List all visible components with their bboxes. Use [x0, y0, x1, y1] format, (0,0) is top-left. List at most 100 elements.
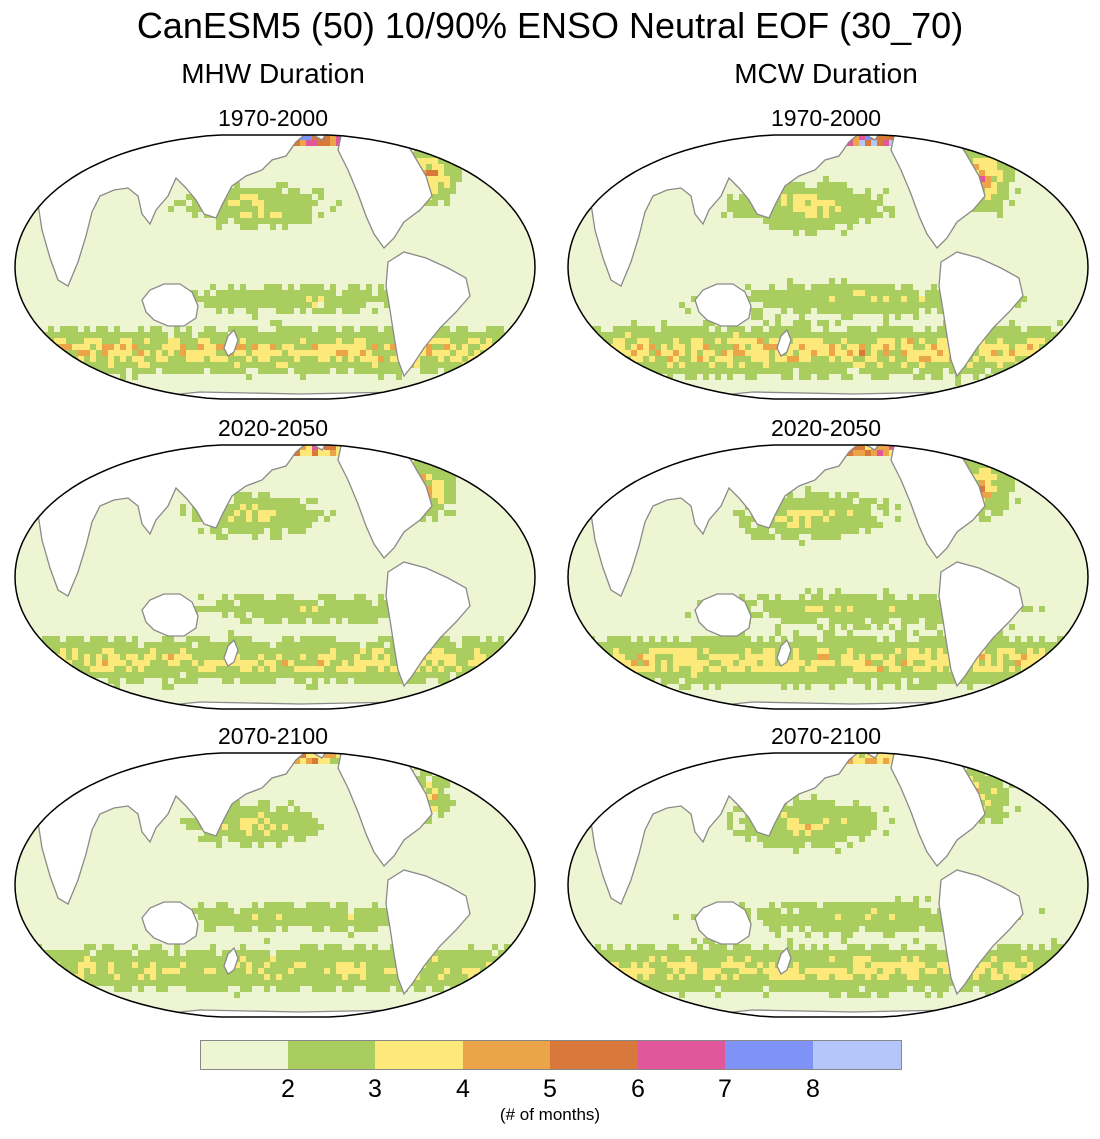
data-cell [318, 284, 324, 290]
data-cell [342, 438, 348, 444]
data-cell [769, 350, 775, 356]
data-cell [174, 344, 180, 350]
data-cell [835, 296, 841, 302]
data-cell [426, 450, 432, 456]
data-cell [540, 432, 546, 438]
data-cell [120, 450, 126, 456]
data-cell [583, 350, 589, 356]
data-cell [372, 344, 378, 350]
data-cell [853, 510, 859, 516]
data-cell [546, 362, 552, 368]
data-cell [775, 368, 781, 374]
data-cell [709, 356, 715, 362]
data-cell [132, 672, 138, 678]
data-cell [871, 498, 877, 504]
data-cell [282, 206, 288, 212]
data-cell [865, 128, 871, 134]
data-cell [306, 332, 312, 338]
data-cell [60, 642, 66, 648]
data-cell [252, 290, 258, 296]
data-cell [859, 284, 865, 290]
data-cell [294, 344, 300, 350]
data-cell [583, 445, 589, 450]
data-cell [835, 356, 841, 362]
data-cell [360, 612, 366, 618]
data-cell [769, 218, 775, 224]
data-cell [378, 654, 384, 660]
data-cell [48, 660, 54, 666]
data-cell [937, 135, 943, 140]
data-cell [294, 212, 300, 218]
data-cell [937, 128, 943, 134]
data-cell [228, 606, 234, 612]
data-cell [516, 122, 522, 128]
data-cell [48, 356, 54, 362]
data-cell [799, 344, 805, 350]
data-cell [438, 636, 444, 642]
data-cell [462, 128, 468, 134]
data-cell [252, 498, 258, 504]
data-cell [456, 326, 462, 332]
data-cell [568, 450, 571, 456]
data-cell [1021, 445, 1027, 450]
data-cell [264, 206, 270, 212]
data-cell [258, 128, 264, 134]
data-cell [24, 672, 30, 678]
data-cell [553, 326, 559, 332]
data-cell [871, 284, 877, 290]
data-cell [252, 612, 258, 618]
data-cell [901, 290, 907, 296]
data-cell [132, 648, 138, 654]
data-cell [829, 188, 835, 194]
data-cell [186, 356, 192, 362]
data-cell [270, 122, 276, 128]
land-shape [223, 328, 239, 357]
data-cell [282, 302, 288, 308]
data-cell [264, 648, 270, 654]
data-cell [943, 135, 949, 140]
data-cell [330, 356, 336, 362]
data-cell [811, 224, 817, 230]
data-cell [823, 290, 829, 296]
data-cell [192, 128, 198, 134]
data-cell [288, 188, 294, 194]
data-cell [997, 182, 1003, 188]
data-cell [534, 438, 540, 444]
data-cell [727, 362, 733, 368]
data-cell [1033, 438, 1039, 444]
data-cell [781, 308, 787, 314]
data-cell [865, 296, 871, 302]
data-cell [72, 660, 78, 666]
data-cell [769, 122, 775, 128]
data-cell [324, 600, 330, 606]
data-cell [96, 660, 102, 666]
data-cell [336, 606, 342, 612]
data-cell [931, 128, 937, 134]
data-cell [534, 660, 535, 666]
data-cell [516, 666, 522, 672]
data-cell [192, 660, 198, 666]
data-cell [300, 284, 306, 290]
data-cell [991, 128, 997, 134]
data-cell [1009, 480, 1015, 486]
data-cell [282, 504, 288, 510]
data-cell [270, 678, 276, 684]
data-cell [895, 122, 901, 128]
data-cell [90, 450, 96, 456]
data-cell [414, 438, 420, 444]
data-cell [715, 338, 721, 344]
data-cell [258, 498, 264, 504]
data-cell [480, 445, 486, 450]
data-cell [829, 296, 835, 302]
data-cell [1003, 338, 1009, 344]
data-cell [456, 362, 462, 368]
data-cell [156, 135, 162, 140]
data-cell [126, 350, 132, 356]
data-cell [462, 122, 468, 128]
data-cell [631, 326, 637, 332]
data-cell [679, 140, 685, 146]
data-cell [841, 504, 847, 510]
data-cell [516, 450, 522, 456]
data-cell [300, 678, 306, 684]
data-cell [252, 594, 258, 600]
